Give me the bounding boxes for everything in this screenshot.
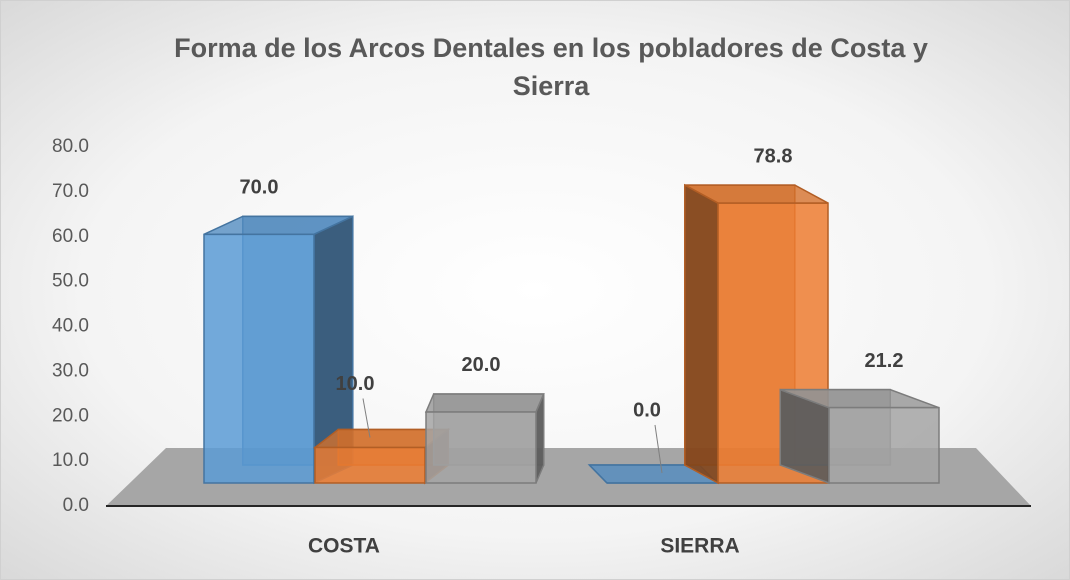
bar [203,215,354,485]
y-tick-label: 60.0 [52,226,89,247]
data-label: 70.0 [240,177,279,199]
y-tick-label: 50.0 [52,271,89,292]
bar [779,388,940,485]
leader-line [362,398,371,438]
bar-front [425,411,537,484]
y-tick-label: 20.0 [52,405,89,426]
data-label: 20.0 [462,354,501,376]
x-tick-label: COSTA [308,535,380,558]
y-tick-label: 40.0 [52,316,89,337]
leader-line [654,424,663,474]
chart-title: Forma de los Arcos Dentales en los pobla… [174,33,928,101]
bar-front [828,406,940,484]
data-label: 21.2 [865,350,904,372]
data-label: 10.0 [336,373,375,395]
bar-front [203,233,315,484]
y-tick-label: 70.0 [52,181,89,202]
y-tick-label: 80.0 [52,136,89,157]
bar-side [684,183,719,485]
bar [424,393,545,484]
y-tick-label: 30.0 [52,360,89,381]
bar-front [314,446,426,484]
y-tick-label: 0.0 [63,495,89,516]
bar-top [424,393,545,413]
y-tick-label: 10.0 [52,450,89,471]
x-tick-label: SIERRA [660,535,739,558]
data-label: 78.8 [754,145,793,167]
data-label: 0.0 [633,399,661,421]
